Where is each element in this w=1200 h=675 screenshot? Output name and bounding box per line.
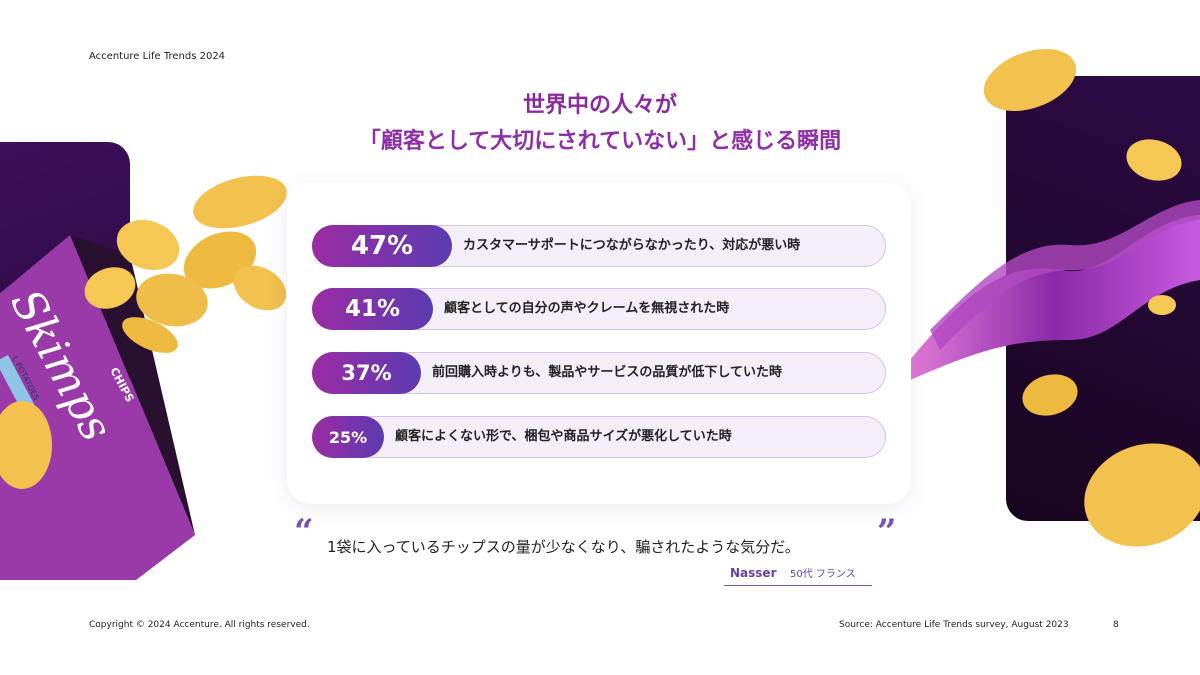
bar-row: 41% 顧客としての自分の声やクレームを無視された時 (312, 288, 886, 330)
bar-row: 37% 前回購入時よりも、製品やサービスの品質が低下していた時 (312, 352, 886, 394)
bar-row: 25% 顧客によくない形で、梱包や商品サイズが悪化していた時 (312, 416, 886, 458)
bar-row: 47% カスタマーサポートにつながらなかったり、対応が悪い時 (312, 225, 886, 267)
quote-open-mark: “ (294, 512, 314, 552)
chip-icon (1022, 374, 1078, 416)
bar-category-label: 前回購入時よりも、製品やサービスの品質が低下していた時 (432, 365, 782, 380)
quote-close-mark: ” (877, 512, 897, 552)
footer-source: Source: Accenture Life Trends survey, Au… (839, 620, 1069, 630)
chip-icon (983, 48, 1077, 112)
bar-category-label: 顧客によくない形で、梱包や商品サイズが悪化していた時 (395, 429, 732, 444)
quote-author: Nasser (730, 566, 777, 580)
quote-author-detail: 50代 フランス (789, 569, 856, 580)
quote-attribution: Nasser 50代 フランス (724, 565, 872, 586)
chip-icon (193, 175, 287, 229)
bar-value-pill: 41% (312, 288, 433, 330)
chip-icon (1126, 139, 1182, 181)
chip-icon (233, 265, 287, 311)
chip-bag (0, 235, 195, 580)
footer-copyright: Copyright © 2024 Accenture. All rights r… (89, 620, 310, 630)
header-brand: Accenture Life Trends 2024 (89, 51, 226, 62)
bar-value-pill: 25% (312, 416, 384, 458)
chip-icon (0, 401, 52, 489)
bar-category-label: カスタマーサポートにつながらなかったり、対応が悪い時 (463, 238, 801, 253)
bar-value-pill: 37% (312, 352, 421, 394)
chip-icon (136, 273, 208, 327)
quote-text: 1袋に入っているチップスの量が少なくなり、騙されたような気分だ。 (327, 538, 800, 556)
chip-icon (1084, 443, 1200, 547)
bar-value-pill: 47% (312, 225, 452, 267)
title-line-2: 「顧客として大切にされていない」と感じる瞬間 (358, 129, 842, 154)
bar-category-label: 顧客としての自分の声やクレームを無視された時 (444, 301, 730, 316)
page-title: 世界中の人々が 「顧客として大切にされていない」と感じる瞬間 (0, 88, 1200, 160)
wave-chips-illustration (910, 48, 1200, 547)
chip-icon (84, 267, 136, 309)
wave-ribbon (910, 215, 1200, 380)
chip-icon (116, 219, 180, 271)
page-number: 8 (1113, 620, 1119, 630)
chip-bag-illustration: Skimps CHIPS L POTATOES (0, 175, 287, 580)
title-line-1: 世界中の人々が (522, 93, 677, 118)
chip-icon (122, 317, 178, 353)
chip-icon (1148, 295, 1176, 315)
